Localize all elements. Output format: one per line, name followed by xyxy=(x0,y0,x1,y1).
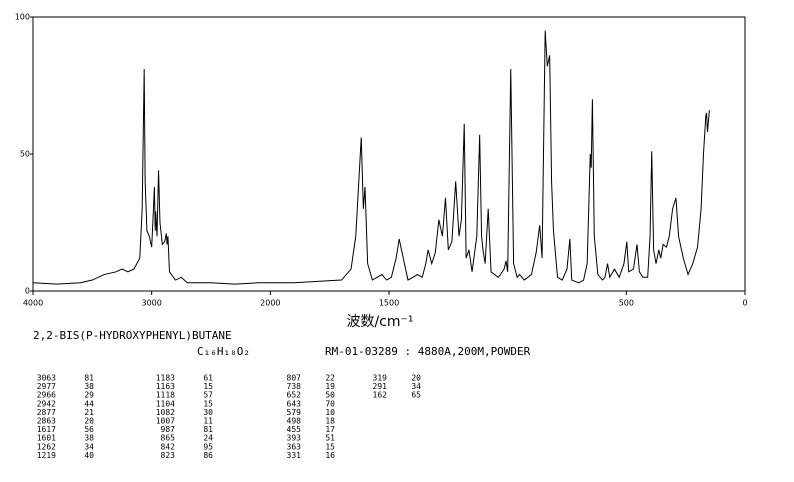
peak-wavenumber: 1183 xyxy=(156,374,175,383)
peak-wavenumber: 1601 xyxy=(37,434,56,443)
peak-wavenumber: 579 xyxy=(287,408,302,417)
peak-wavenumber: 738 xyxy=(287,382,302,391)
peak-intensity: 57 xyxy=(203,391,213,400)
peak-wavenumber: 2942 xyxy=(37,399,56,408)
peak-intensity: 17 xyxy=(325,425,335,434)
peak-intensity: 18 xyxy=(325,417,335,426)
peak-wavenumber: 363 xyxy=(287,442,302,451)
peak-intensity: 15 xyxy=(203,382,213,391)
peak-intensity: 10 xyxy=(325,408,335,417)
peak-intensity: 86 xyxy=(203,451,213,460)
peak-wavenumber: 319 xyxy=(373,374,388,383)
peak-intensity: 29 xyxy=(84,391,94,400)
peak-intensity: 11 xyxy=(203,417,213,426)
peak-wavenumber: 643 xyxy=(287,399,302,408)
peak-intensity: 16 xyxy=(325,451,335,460)
peak-wavenumber: 1617 xyxy=(37,425,56,434)
compound-name: 2,2-BIS(P-HYDROXYPHENYL)BUTANE xyxy=(33,329,232,342)
sample-info: RM-01-03289 : 4880A,200M,POWDER xyxy=(325,345,531,358)
peak-intensity: 40 xyxy=(84,451,94,460)
peak-wavenumber: 1163 xyxy=(156,382,175,391)
peak-wavenumber: 331 xyxy=(287,451,302,460)
peak-wavenumber: 987 xyxy=(161,425,176,434)
peak-wavenumber: 1082 xyxy=(156,408,175,417)
peak-intensity: 20 xyxy=(84,417,94,426)
peak-wavenumber: 162 xyxy=(373,391,388,400)
peak-intensity: 30 xyxy=(203,408,213,417)
peak-wavenumber: 865 xyxy=(161,434,176,443)
spectrum-line xyxy=(32,30,710,285)
peak-intensity: 50 xyxy=(325,391,335,400)
peak-wavenumber: 842 xyxy=(161,442,176,451)
peak-intensity: 56 xyxy=(84,425,94,434)
peak-intensity: 24 xyxy=(203,434,213,443)
peak-intensity: 65 xyxy=(411,391,421,400)
peak-wavenumber: 2877 xyxy=(37,408,56,417)
peak-intensity: 19 xyxy=(325,382,335,391)
peak-wavenumber: 3063 xyxy=(37,374,56,383)
peak-wavenumber: 1104 xyxy=(156,399,175,408)
x-tick-label: 2000 xyxy=(260,299,280,308)
peak-wavenumber: 455 xyxy=(287,425,302,434)
x-tick-label: 4000 xyxy=(23,299,43,308)
x-axis-label: 波数/cm⁻¹ xyxy=(346,314,413,330)
peak-wavenumber: 1118 xyxy=(156,391,175,400)
peak-wavenumber: 652 xyxy=(287,391,302,400)
peak-wavenumber: 2977 xyxy=(37,382,56,391)
peak-intensity: 22 xyxy=(325,374,335,383)
peak-wavenumber: 291 xyxy=(373,382,388,391)
peak-intensity: 38 xyxy=(84,382,94,391)
peak-intensity: 34 xyxy=(84,442,94,451)
peak-intensity: 38 xyxy=(84,434,94,443)
peak-intensity: 95 xyxy=(203,442,213,451)
peak-intensity: 51 xyxy=(325,434,335,443)
peak-intensity: 61 xyxy=(203,374,213,383)
x-tick-label: 0 xyxy=(742,299,747,308)
peak-intensity: 81 xyxy=(84,374,94,383)
formula: C₁₆H₁₈O₂ xyxy=(197,345,250,358)
peak-wavenumber: 1262 xyxy=(37,442,56,451)
peak-intensity: 44 xyxy=(84,399,94,408)
y-tick-label: 0 xyxy=(25,287,30,296)
peak-intensity: 21 xyxy=(84,408,94,417)
peak-intensity: 81 xyxy=(203,425,213,434)
peak-wavenumber: 498 xyxy=(287,417,302,426)
peak-intensity: 20 xyxy=(411,374,421,383)
peak-wavenumber: 393 xyxy=(287,434,302,443)
peak-intensity: 15 xyxy=(203,399,213,408)
x-tick-label: 3000 xyxy=(141,299,161,308)
peak-intensity: 15 xyxy=(325,442,335,451)
peak-wavenumber: 823 xyxy=(161,451,176,460)
x-tick-label: 1500 xyxy=(379,299,399,308)
peak-intensity: 70 xyxy=(325,399,335,408)
peak-wavenumber: 2863 xyxy=(37,417,56,426)
y-tick-label: 50 xyxy=(20,150,30,159)
peak-wavenumber: 2966 xyxy=(37,391,56,400)
peak-wavenumber: 807 xyxy=(287,374,302,383)
x-tick-label: 500 xyxy=(619,299,634,308)
y-tick-label: 100 xyxy=(15,13,30,22)
peak-intensity: 34 xyxy=(411,382,421,391)
peak-wavenumber: 1219 xyxy=(37,451,56,460)
peak-wavenumber: 1007 xyxy=(156,417,175,426)
